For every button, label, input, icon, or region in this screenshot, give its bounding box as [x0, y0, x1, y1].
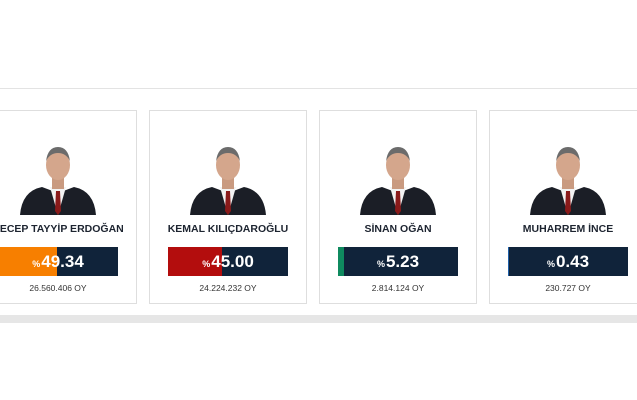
- candidate-name: KEMAL KILIÇDAROĞLU: [167, 223, 289, 235]
- divider: [0, 88, 637, 89]
- result-fill: [0, 247, 58, 276]
- divider-band: [0, 315, 637, 323]
- candidate-card: KEMAL KILIÇDAROĞLU %45.00 24.224.232 OY: [149, 110, 307, 304]
- vote-count: 26.560.406 OY: [29, 283, 87, 293]
- candidate-name: MUHARREM İNCE: [522, 223, 614, 235]
- percent-value: 5.23: [385, 252, 420, 271]
- percent-label: %5.23: [338, 247, 458, 276]
- candidate-name: SİNAN OĞAN: [364, 223, 432, 235]
- result-bar: %49.34: [0, 247, 118, 276]
- candidate-card: SİNAN OĞAN %5.23 2.814.124 OY: [319, 110, 477, 304]
- result-bar: %5.23: [338, 247, 458, 276]
- percent-label: %0.43: [508, 247, 628, 276]
- candidate-card: MUHARREM İNCE %0.43 230.727 OY: [489, 110, 637, 304]
- percent-sign: %: [546, 259, 555, 269]
- percent-sign: %: [32, 259, 41, 269]
- percent-sign: %: [376, 259, 385, 269]
- portrait-frame: [528, 135, 608, 215]
- percent-value: 45.00: [211, 252, 254, 271]
- percent-value: 49.34: [41, 252, 84, 271]
- result-fill: [508, 247, 509, 276]
- portrait: [20, 147, 96, 215]
- candidate-card: RECEP TAYYİP ERDOĞAN %49.34 26.560.406 OY: [0, 110, 137, 304]
- percent-label: %49.34: [0, 247, 118, 276]
- result-fill: [338, 247, 345, 276]
- portrait: [530, 147, 606, 215]
- vote-count: 230.727 OY: [545, 283, 591, 293]
- percent-sign: %: [202, 259, 211, 269]
- portrait-frame: [188, 135, 268, 215]
- portrait-frame: [358, 135, 438, 215]
- portrait-frame: [18, 135, 98, 215]
- candidate-name: RECEP TAYYİP ERDOĞAN: [0, 223, 124, 235]
- result-bar: %45.00: [168, 247, 288, 276]
- portrait: [190, 147, 266, 215]
- portrait: [360, 147, 436, 215]
- percent-label: %45.00: [168, 247, 288, 276]
- percent-value: 0.43: [555, 252, 590, 271]
- result-fill: [168, 247, 222, 276]
- vote-count: 24.224.232 OY: [199, 283, 257, 293]
- vote-count: 2.814.124 OY: [371, 283, 425, 293]
- result-bar: %0.43: [508, 247, 628, 276]
